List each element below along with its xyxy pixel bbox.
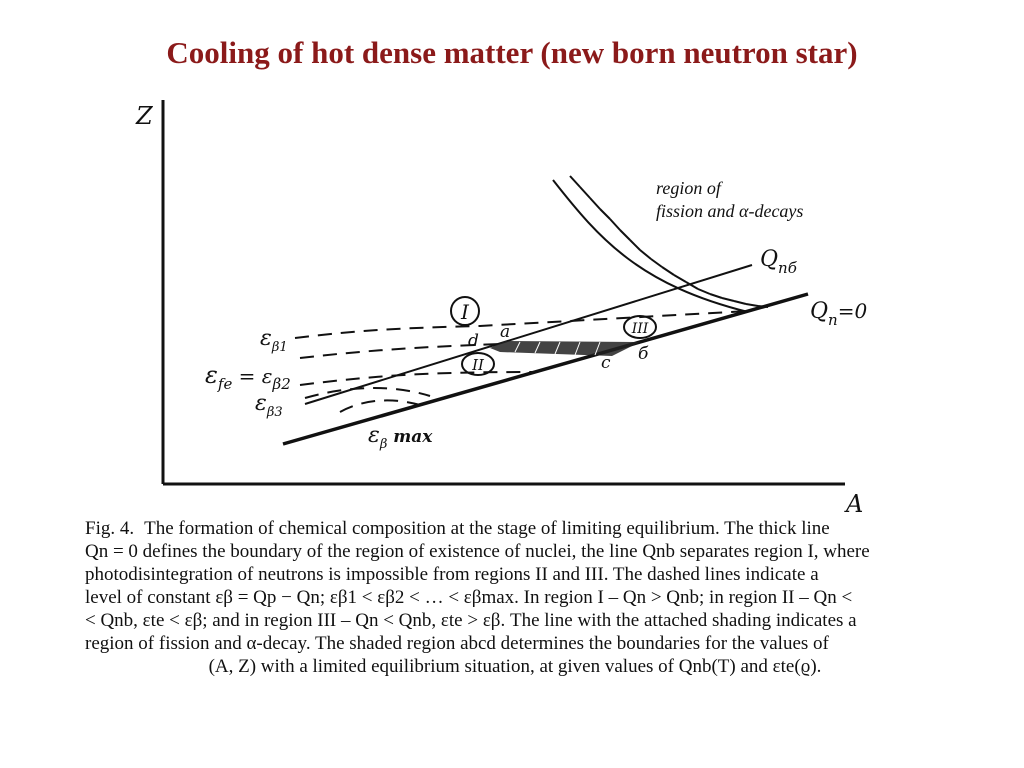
eps-bmax-line xyxy=(339,399,421,413)
eps-b3-label: εβ3 xyxy=(255,391,283,420)
eps-b3-line xyxy=(304,387,431,399)
caption-line-1: Fig. 4. The formation of chemical composi… xyxy=(85,518,830,539)
eps-b1-label: εβ1 xyxy=(260,326,288,355)
qn-zero-line xyxy=(282,292,809,446)
caption-line-4: level of constant εβ = Qp − Qn; εβ1 < εβ… xyxy=(85,587,853,608)
caption-line-2: Qn = 0 defines the boundary of the regio… xyxy=(85,541,870,562)
svg-text:II: II xyxy=(471,356,485,374)
caption-line-7: (A, Z) with a limited equilibrium situat… xyxy=(208,656,822,677)
figure-caption: Fig. 4. The formation of chemical composi… xyxy=(85,517,945,678)
caption-line-5: < Qnb, εte < εβ; and in region III – Qn … xyxy=(85,610,857,631)
eps-bmax-label: εβ max xyxy=(368,423,433,452)
eps-fe-line xyxy=(299,371,536,386)
dashed-level-lines xyxy=(294,310,749,413)
svg-text:I: I xyxy=(460,300,470,324)
figure-number: Fig. 4. xyxy=(85,518,135,539)
region-1-marker: I xyxy=(450,296,480,326)
qn-zero-label: Qn=0 xyxy=(810,299,867,329)
a-axis-label: A xyxy=(844,490,863,515)
qnb-label: Qnб xyxy=(760,247,798,277)
point-a-label: a xyxy=(500,322,510,342)
point-b-label: б xyxy=(638,344,649,364)
eps-b1-line xyxy=(294,310,749,339)
shaded-region-ticks xyxy=(514,341,601,356)
eps-fe-b2-label: εfe = εβ2 xyxy=(205,361,291,393)
shaded-region-abcd xyxy=(490,341,640,356)
caption-line-6: region of fission and α-decay. The shade… xyxy=(85,633,829,654)
point-d-label: d xyxy=(468,331,479,351)
region-3-marker: III xyxy=(623,315,657,339)
z-axis-label: Z xyxy=(135,102,154,130)
slide-title: Cooling of hot dense matter (new born ne… xyxy=(166,35,858,70)
fission-region-label-line1: region of xyxy=(656,178,724,198)
point-c-label: c xyxy=(601,353,611,373)
caption-line-3: photodisintegration of neutrons is impos… xyxy=(85,564,819,585)
fission-region-label-line2: fission and α-decays xyxy=(656,201,803,221)
eps-b2-line xyxy=(299,343,501,359)
fission-boundary-curve xyxy=(552,179,749,313)
qnb-line xyxy=(304,264,753,405)
svg-text:III: III xyxy=(631,321,649,337)
region-2-marker: II xyxy=(461,352,495,376)
phase-diagram: Z A xyxy=(135,100,867,515)
